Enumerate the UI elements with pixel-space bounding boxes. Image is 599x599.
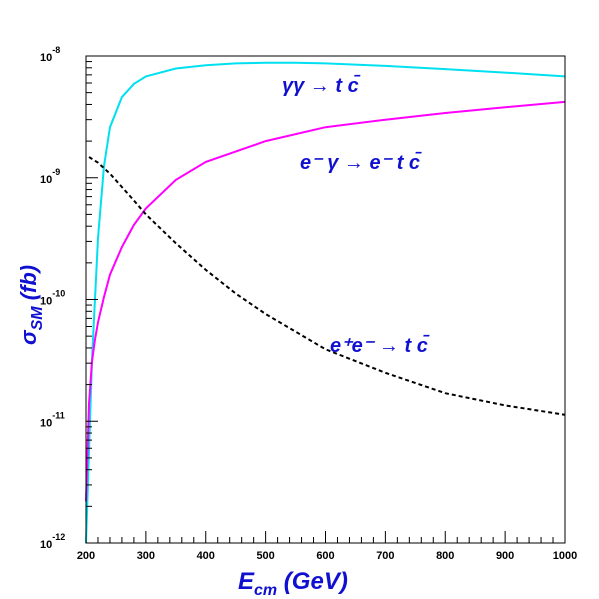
annotation-eg-etc: e⁻ γ → e⁻ t c̄ xyxy=(300,152,422,174)
x-tick-label: 900 xyxy=(496,550,514,562)
y-tick-label: 10-12 xyxy=(40,532,65,551)
annotation-ee-tc: e⁺e⁻ → t c̄ xyxy=(330,335,430,357)
x-tick-label: 500 xyxy=(256,550,274,562)
y-tick-label: 10-9 xyxy=(40,167,60,186)
x-tick-label: 700 xyxy=(376,550,394,562)
x-tick-label: 800 xyxy=(436,550,454,562)
x-tick-label: 400 xyxy=(197,550,215,562)
axis-layer: 200 300 400 500 600 700 800 900 1000 10-12 10-11 10… xyxy=(40,45,577,562)
series-line-0 xyxy=(85,61,566,544)
x-tick-label: 300 xyxy=(137,550,155,562)
x-tick-label: 600 xyxy=(316,550,334,562)
y-tick-label: 10-8 xyxy=(40,45,60,64)
annotation-gg-tc: γγ → t c̄ xyxy=(282,75,361,97)
y-tick-label: 10-10 xyxy=(40,289,65,308)
series-line-2 xyxy=(88,156,566,416)
x-tick-label: 200 xyxy=(77,550,95,562)
series-line-1 xyxy=(85,100,566,502)
y-axis-title: σSM (fb) xyxy=(16,265,46,345)
x-tick-label: 1000 xyxy=(553,550,577,562)
series-layer xyxy=(85,61,566,544)
y-tick-label: 10-11 xyxy=(40,410,65,429)
x-axis-title: Ecm (GeV) xyxy=(238,568,348,599)
